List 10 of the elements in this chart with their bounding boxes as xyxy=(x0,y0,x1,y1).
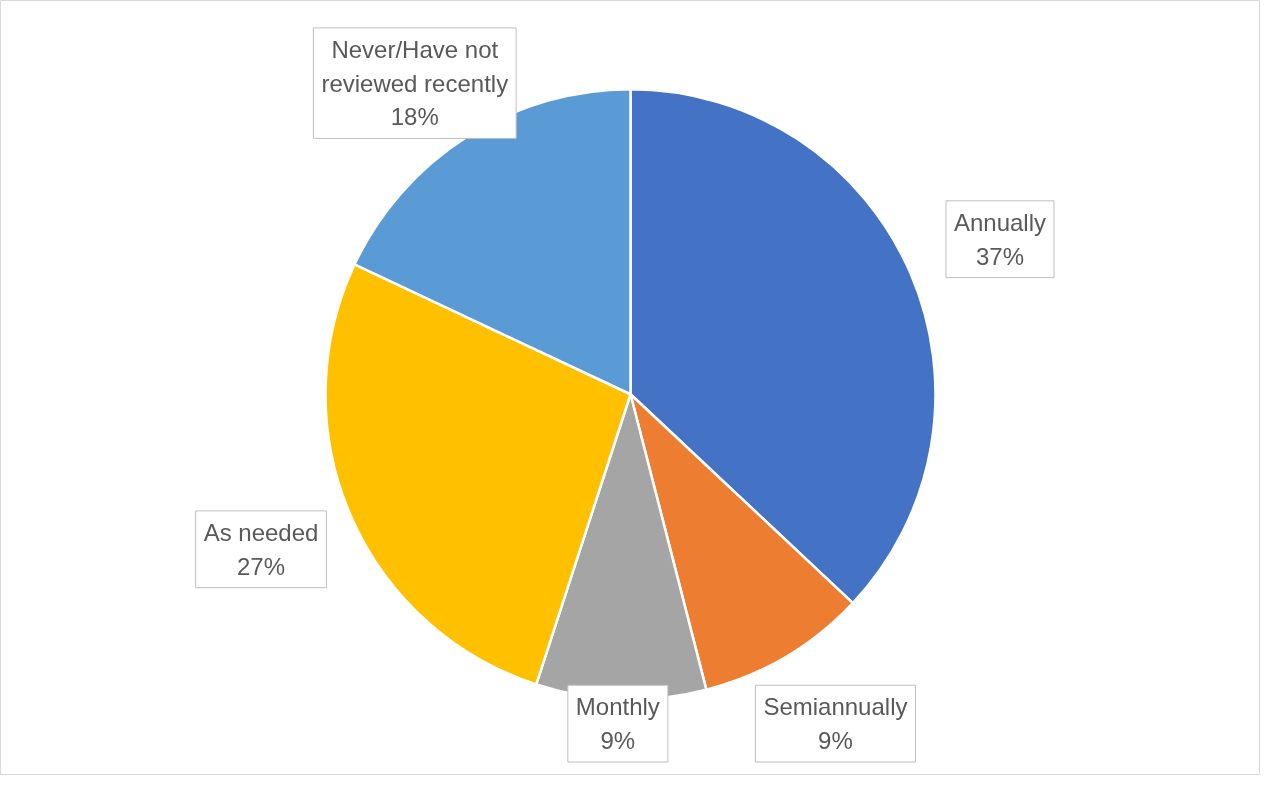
data-label: 9% xyxy=(818,727,853,755)
slice-label: Semiannually xyxy=(763,693,908,721)
slice-label: Annually xyxy=(953,208,1047,236)
data-label: 9% xyxy=(600,727,636,755)
slice-label: Monthly xyxy=(575,693,660,721)
data-label: 18% xyxy=(390,103,439,131)
slice-label: Never/Have not reviewed recently xyxy=(321,35,509,97)
data-label: 37% xyxy=(975,242,1025,270)
data-label: 27% xyxy=(236,552,286,580)
slice-label: As needed xyxy=(203,518,319,546)
